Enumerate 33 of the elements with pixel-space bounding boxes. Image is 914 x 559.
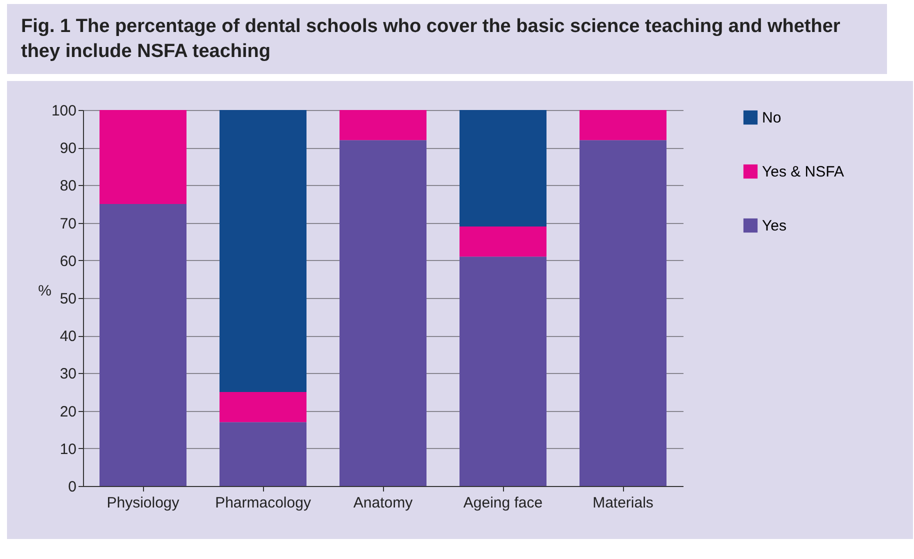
bar bbox=[220, 422, 306, 486]
bar bbox=[220, 110, 306, 392]
legend-label: Yes & NSFA bbox=[762, 164, 844, 180]
y-tick-label: 70 bbox=[60, 215, 76, 232]
bar bbox=[460, 110, 546, 227]
bar bbox=[580, 110, 666, 140]
legend-label: No bbox=[762, 110, 782, 126]
bar bbox=[340, 140, 426, 486]
y-tick-label: 30 bbox=[60, 366, 76, 383]
y-tick-label: 50 bbox=[60, 290, 76, 308]
y-tick-label: 10 bbox=[60, 440, 76, 458]
x-tick-label: Ageing face bbox=[463, 494, 543, 512]
bar bbox=[100, 204, 186, 486]
y-tick-label: 100 bbox=[51, 102, 76, 120]
x-tick-label: Pharmacology bbox=[215, 494, 312, 512]
bar bbox=[580, 140, 666, 486]
y-axis-title: % bbox=[38, 282, 52, 300]
bar bbox=[460, 256, 546, 486]
legend-label: Yes bbox=[762, 218, 786, 234]
bar bbox=[460, 226, 546, 257]
y-tick-label: 0 bbox=[68, 478, 76, 496]
x-tick-label: Materials bbox=[592, 494, 654, 512]
bar bbox=[340, 110, 426, 140]
y-tick-label: 20 bbox=[60, 403, 76, 420]
y-tick-label: 40 bbox=[60, 328, 76, 346]
chart-title: Fig. 1 The percentage of dental schools who cover the basic science teaching and whether they include NSFA teaching bbox=[21, 15, 841, 64]
bar bbox=[100, 110, 186, 204]
y-tick-label: 60 bbox=[60, 252, 76, 270]
bar bbox=[220, 392, 306, 422]
y-tick-label: 80 bbox=[60, 178, 76, 195]
y-tick-label: 90 bbox=[60, 140, 76, 158]
x-tick-label: Anatomy bbox=[353, 494, 414, 512]
x-tick-label: Physiology bbox=[106, 494, 180, 512]
